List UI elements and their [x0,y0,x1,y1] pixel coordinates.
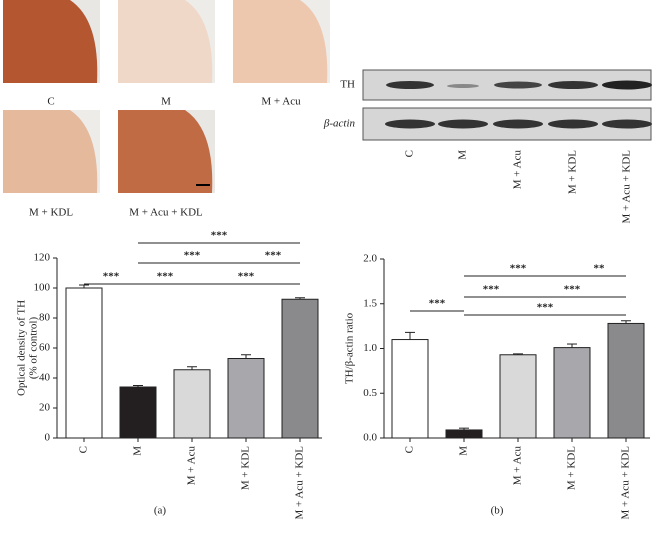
western-blot: TH β-actin C M M + Acu M + KDL M + Acu +… [323,69,652,224]
histology: C M M + Acu M + KDL M + Acu + KDL [3,0,330,219]
y-tick-label: 0.0 [363,432,377,444]
bar [119,386,157,439]
x-tick-label: M + KDL [566,446,578,490]
lane-label: M + KDL [567,150,579,194]
x-tick-label: M + Acu [512,446,524,486]
bar [553,347,591,439]
y-tick-label: 0 [45,432,51,444]
y-axis-label: (% of control) [28,317,40,380]
significance-label: *** [211,230,228,242]
bar [499,354,537,439]
significance-label: *** [537,302,554,314]
significance-label: *** [184,250,201,262]
significance-label: *** [429,298,446,310]
blot-row-label: β-actin [323,118,356,130]
bar [227,358,265,439]
significance-label: *** [238,271,255,283]
x-tick-label: M + KDL [240,446,252,490]
y-tick-label: 120 [34,252,51,264]
x-tick-label: M [458,446,470,456]
bar [391,339,429,439]
y-axis-label: Optical density of TH [16,300,28,396]
bar [173,369,211,439]
band [493,119,543,129]
band [548,119,598,129]
significance-label: *** [265,250,282,262]
lane-label: M + Acu + KDL [621,150,633,224]
lane-label: M + Acu [512,150,524,190]
band [438,119,488,129]
significance-label: *** [103,271,120,283]
tissue [118,110,213,193]
y-tick-label: 1.0 [363,342,377,354]
lane-label: C [404,150,416,157]
bar [445,429,483,439]
band [494,81,542,89]
blot-row-label: TH [340,79,355,91]
tile-label: M + Acu [261,96,301,108]
band [385,119,435,129]
panel-label: (a) [154,505,167,517]
panel-label: (b) [491,505,504,517]
lane-label: M [457,150,469,160]
y-tick-label: 0.5 [363,387,377,399]
y-axis-label: TH/β-actin ratio [344,312,356,384]
bar [607,322,645,439]
band [548,81,598,89]
y-tick-label: 60 [39,342,51,354]
x-tick-label: M + Acu + KDL [294,446,306,520]
x-tick-label: M [132,446,144,456]
tile-label: M + KDL [29,207,73,219]
tissue [3,110,98,193]
x-tick-label: C [404,446,416,453]
significance-label: *** [483,284,500,296]
y-tick-label: 20 [39,402,51,414]
band [602,119,652,129]
significance-label: *** [564,284,581,296]
tile-label: M + Acu + KDL [129,207,203,219]
significance-label: *** [157,271,174,283]
x-tick-label: M + Acu + KDL [620,446,632,520]
y-tick-label: 40 [39,372,51,384]
y-tick-label: 1.5 [363,297,377,309]
band [447,84,479,88]
bar [281,298,319,439]
tile-label: M [161,96,171,108]
x-tick-label: C [78,446,90,453]
band [602,80,652,90]
band [386,81,434,89]
y-tick-label: 2.0 [363,253,377,265]
significance-label: *** [510,263,527,275]
tissue [3,0,98,83]
y-tick-label: 100 [34,282,51,294]
y-tick-label: 80 [39,312,51,324]
tile-label: C [47,96,54,108]
bar [65,287,103,439]
x-tick-label: M + Acu [186,446,198,486]
significance-label: ** [594,263,606,275]
tissue [118,0,213,83]
tissue [233,0,328,83]
